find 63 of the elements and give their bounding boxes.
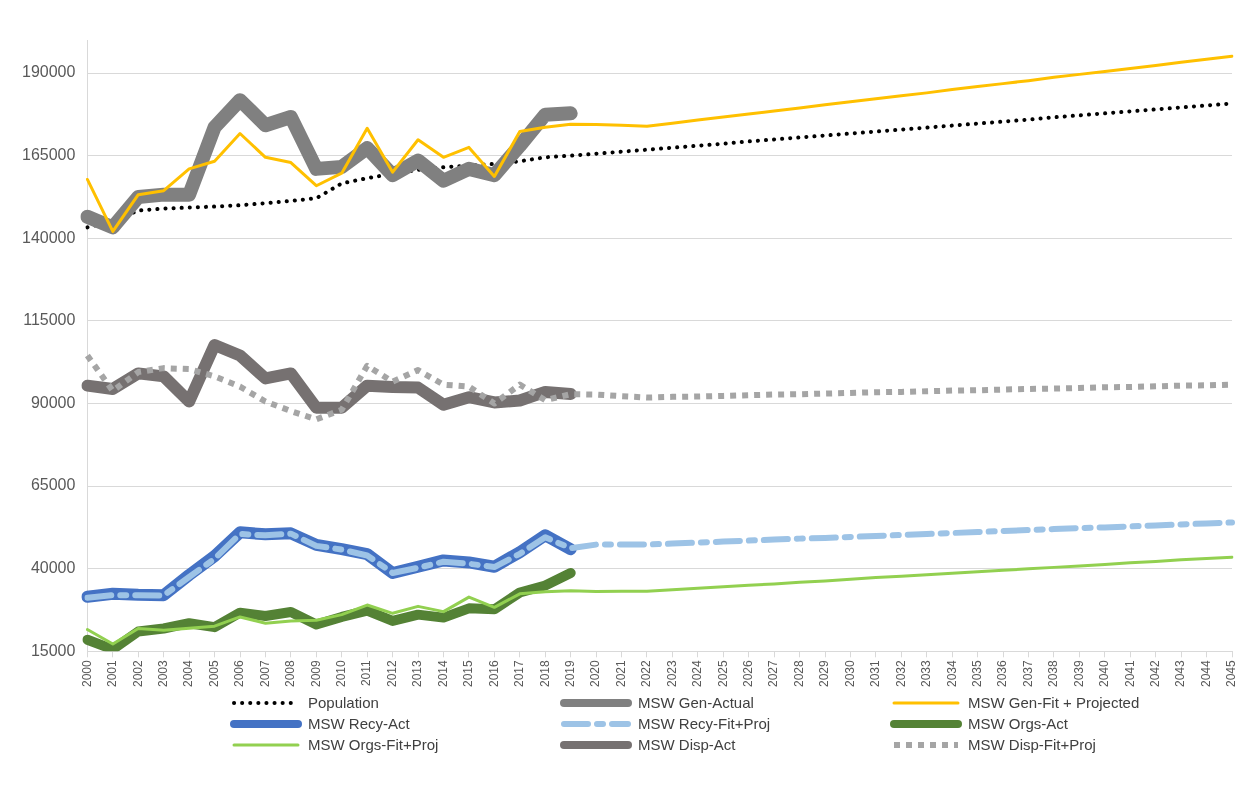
x-tick-label: 2034 [944,659,959,688]
x-tick-label: 2045 [1224,659,1239,688]
y-tick-label: 190000 [22,63,76,81]
x-tick-label: 2018 [537,659,552,688]
y-tick-label: 40000 [30,559,76,577]
legend-label: Population [308,694,379,711]
x-tick-label: 2010 [334,659,349,688]
x-tick-label: 2019 [562,659,577,688]
y-tick-label: 65000 [30,476,76,494]
x-tick-label: 2014 [435,659,450,688]
x-tick-label: 2036 [995,659,1010,688]
x-tick-label: 2024 [690,659,705,688]
x-tick-label: 2026 [741,659,756,688]
x-tick-label: 2042 [1148,659,1163,688]
x-tick-label: 2013 [410,659,425,688]
x-tick-label: 2002 [130,659,145,688]
legend-label: MSW Gen-Fit + Projected [968,694,1140,711]
y-tick-label: 15000 [30,641,76,659]
x-tick-label: 2030 [842,659,857,688]
x-tick-label: 2028 [791,659,806,688]
legend-label: MSW Disp-Fit+Proj [968,736,1096,753]
x-tick-label: 2043 [1173,659,1188,688]
y-tick-label: 165000 [22,146,76,164]
x-tick-label: 2022 [639,659,654,688]
x-tick-label: 2007 [257,659,272,688]
y-tick-label: 140000 [22,228,76,246]
x-tick-label: 2004 [181,659,196,688]
x-tick-label: 2038 [1046,659,1061,688]
x-tick-label: 2005 [206,659,221,688]
x-tick-label: 2001 [105,659,120,688]
legend-label: MSW Recy-Act [308,715,410,732]
x-tick-label: 2021 [613,659,628,688]
x-tick-label: 2033 [919,659,934,688]
x-tick-label: 2016 [486,659,501,688]
x-tick-label: 2003 [156,659,171,688]
legend-label: MSW Orgs-Fit+Proj [308,736,439,753]
x-tick-label: 2044 [1198,659,1213,688]
y-tick-label: 115000 [23,311,76,329]
x-tick-label: 2011 [359,659,374,687]
x-tick-label: 2025 [715,659,730,688]
x-tick-label: 2006 [232,659,247,688]
x-tick-label: 2015 [461,659,476,688]
x-tick-label: 2012 [384,659,399,688]
x-tick-label: 2029 [817,659,832,688]
x-tick-label: 2032 [893,659,908,688]
y-tick-label: 90000 [30,393,76,411]
x-tick-label: 2020 [588,659,603,688]
x-tick-label: 2009 [308,659,323,688]
x-tick-label: 2000 [79,659,94,688]
legend-label: MSW Recy-Fit+Proj [638,715,771,732]
x-tick-label: 2039 [1071,659,1086,688]
legend-label: MSW Disp-Act [638,736,736,753]
x-tick-label: 2017 [512,659,527,688]
legend-label: MSW Gen-Actual [638,694,754,711]
x-tick-label: 2027 [766,659,781,688]
x-tick-label: 2031 [868,659,883,688]
x-tick-label: 2023 [664,659,679,688]
x-tick-label: 2040 [1097,659,1112,688]
x-tick-label: 2008 [283,659,298,688]
x-tick-label: 2037 [1020,659,1035,688]
legend-label: MSW Orgs-Act [968,715,1068,732]
x-tick-label: 2041 [1122,659,1137,688]
x-tick-label: 2035 [969,659,984,688]
